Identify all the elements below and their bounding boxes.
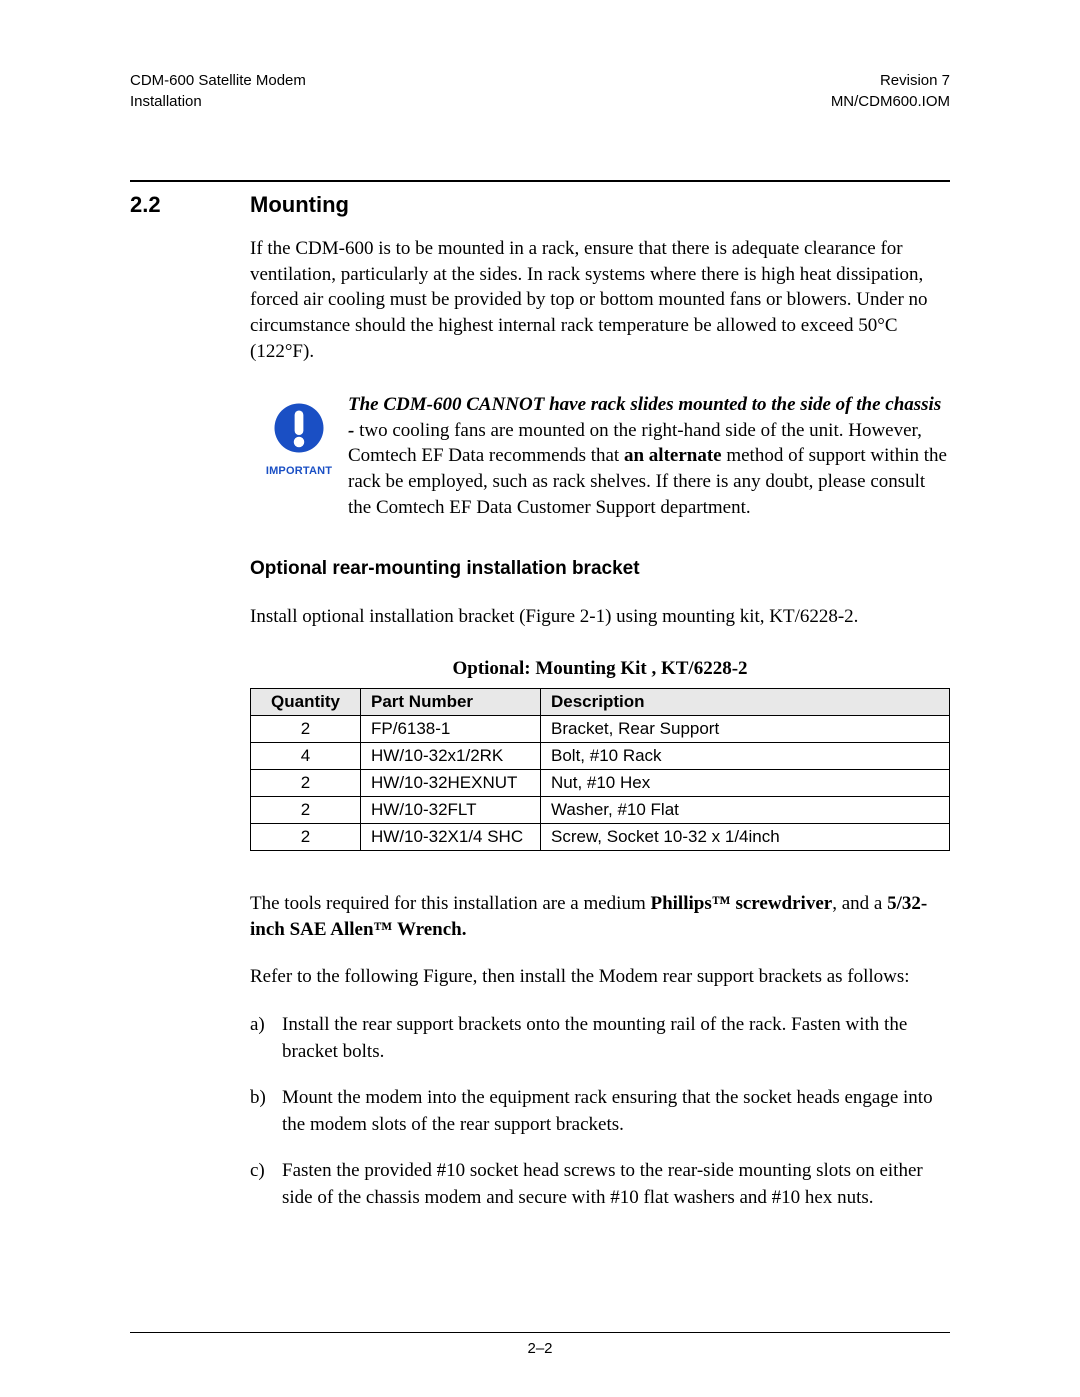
step-label: b) xyxy=(250,1085,282,1138)
important-bold-mid: an alternate xyxy=(624,445,722,466)
cell-desc: Bracket, Rear Support xyxy=(541,716,950,743)
cell-pn: HW/10-32x1/2RK xyxy=(361,743,541,770)
footer-rule xyxy=(130,1332,950,1333)
step-label: c) xyxy=(250,1158,282,1211)
col-quantity: Quantity xyxy=(251,689,361,716)
tools-t2: , and a xyxy=(832,893,887,914)
important-note: IMPORTANT The CDM-600 CANNOT have rack s… xyxy=(250,392,950,520)
section-number: 2.2 xyxy=(130,192,250,218)
install-steps: a) Install the rear support brackets ont… xyxy=(250,1012,950,1212)
col-part-number: Part Number xyxy=(361,689,541,716)
refer-sentence: Refer to the following Figure, then inst… xyxy=(250,964,950,990)
cell-desc: Bolt, #10 Rack xyxy=(541,743,950,770)
important-text: The CDM-600 CANNOT have rack slides moun… xyxy=(348,392,950,520)
step-text: Install the rear support brackets onto t… xyxy=(282,1012,950,1065)
step-a: a) Install the rear support brackets ont… xyxy=(250,1012,950,1065)
tools-b1: Phillips™ screwdriver xyxy=(650,893,832,914)
step-c: c) Fasten the provided #10 socket head s… xyxy=(250,1158,950,1211)
table-row: 2 HW/10-32FLT Washer, #10 Flat xyxy=(251,797,950,824)
step-text: Mount the modem into the equipment rack … xyxy=(282,1085,950,1138)
table-row: 2 HW/10-32HEXNUT Nut, #10 Hex xyxy=(251,770,950,797)
body-content: If the CDM-600 is to be mounted in a rac… xyxy=(250,236,950,1212)
page-header-row-1: CDM-600 Satellite Modem Revision 7 xyxy=(130,72,950,89)
table-row: 2 FP/6138-1 Bracket, Rear Support xyxy=(251,716,950,743)
cell-qty: 4 xyxy=(251,743,361,770)
header-right-bottom: MN/CDM600.IOM xyxy=(831,93,950,110)
header-right-top: Revision 7 xyxy=(880,72,950,89)
cell-qty: 2 xyxy=(251,770,361,797)
page-header-row-2: Installation MN/CDM600.IOM xyxy=(130,93,950,110)
cell-qty: 2 xyxy=(251,797,361,824)
step-text: Fasten the provided #10 socket head scre… xyxy=(282,1158,950,1211)
important-icon-column: IMPORTANT xyxy=(250,392,348,477)
cell-pn: HW/10-32HEXNUT xyxy=(361,770,541,797)
table-header-row: Quantity Part Number Description xyxy=(251,689,950,716)
document-page: CDM-600 Satellite Modem Revision 7 Insta… xyxy=(0,0,1080,1397)
cell-pn: HW/10-32FLT xyxy=(361,797,541,824)
subheading-optional-bracket: Optional rear-mounting installation brac… xyxy=(250,558,950,580)
cell-desc: Nut, #10 Hex xyxy=(541,770,950,797)
header-left-top: CDM-600 Satellite Modem xyxy=(130,72,306,89)
exclamation-icon xyxy=(271,400,327,461)
step-label: a) xyxy=(250,1012,282,1065)
important-label: IMPORTANT xyxy=(266,465,332,477)
cell-pn: FP/6138-1 xyxy=(361,716,541,743)
cell-qty: 2 xyxy=(251,824,361,851)
intro-paragraph: If the CDM-600 is to be mounted in a rac… xyxy=(250,236,950,364)
cell-desc: Washer, #10 Flat xyxy=(541,797,950,824)
table-row: 2 HW/10-32X1/4 SHC Screw, Socket 10-32 x… xyxy=(251,824,950,851)
header-left-bottom: Installation xyxy=(130,93,202,110)
tools-t1: The tools required for this installation… xyxy=(250,893,650,914)
section-heading: 2.2 Mounting xyxy=(130,192,950,218)
section-rule xyxy=(130,180,950,182)
step-b: b) Mount the modem into the equipment ra… xyxy=(250,1085,950,1138)
col-description: Description xyxy=(541,689,950,716)
page-number: 2–2 xyxy=(0,1340,1080,1357)
table-caption: Optional: Mounting Kit , KT/6228-2 xyxy=(250,658,950,680)
table-row: 4 HW/10-32x1/2RK Bolt, #10 Rack xyxy=(251,743,950,770)
cell-pn: HW/10-32X1/4 SHC xyxy=(361,824,541,851)
cell-qty: 2 xyxy=(251,716,361,743)
mounting-kit-table: Quantity Part Number Description 2 FP/61… xyxy=(250,688,950,851)
cell-desc: Screw, Socket 10-32 x 1/4inch xyxy=(541,824,950,851)
install-sentence: Install optional installation bracket (F… xyxy=(250,604,950,630)
section-title: Mounting xyxy=(250,192,349,218)
tools-paragraph: The tools required for this installation… xyxy=(250,891,950,942)
